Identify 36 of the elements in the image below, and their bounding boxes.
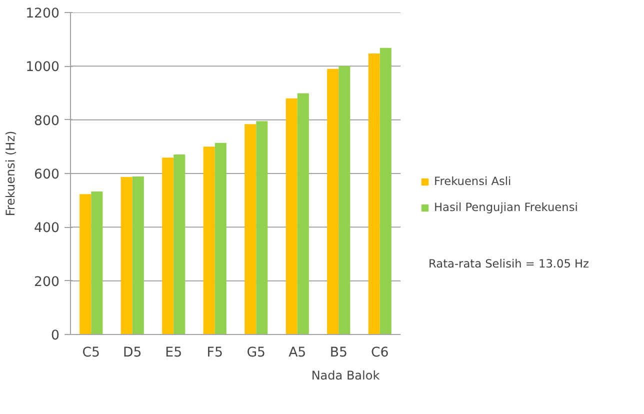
- legend-label: Frekuensi Asli: [434, 174, 512, 188]
- bar: [203, 146, 215, 334]
- bar: [286, 98, 298, 334]
- bar: [120, 176, 132, 334]
- bar: [91, 191, 103, 334]
- x-tick-label: F5: [206, 346, 223, 360]
- text: Rata-rata Selisih = 13.05 Hz: [428, 256, 590, 270]
- y-tick-label: 1000: [26, 60, 60, 76]
- x-tick-label: A5: [288, 346, 306, 360]
- x-axis-title: Nada Balok: [311, 368, 380, 382]
- y-tick-label: 0: [51, 328, 60, 344]
- bar: [214, 142, 226, 334]
- y-tick-label: 200: [34, 274, 60, 290]
- y-axis-title: Frekuensi (Hz): [4, 130, 18, 216]
- bar: [368, 54, 380, 334]
- y-tick-label: 400: [34, 221, 60, 236]
- bar: [338, 66, 350, 334]
- bar: [80, 194, 92, 334]
- bar: [132, 176, 144, 334]
- y-tick-label: 600: [34, 168, 60, 182]
- bar: [256, 121, 268, 334]
- bar: [297, 93, 309, 334]
- bar: [327, 68, 339, 334]
- x-tick-label: C6: [370, 346, 389, 360]
- legend-label: Hasil Pengujian Frekuensi: [434, 200, 578, 214]
- bar: [244, 124, 256, 334]
- x-tick-label: B5: [330, 346, 348, 360]
- bar: [174, 154, 186, 334]
- x-tick-label: E5: [165, 346, 182, 360]
- bar: [162, 158, 174, 334]
- y-tick-label: 1200: [26, 6, 60, 22]
- x-tick-label: C5: [82, 346, 100, 360]
- x-tick-label: G5: [246, 346, 266, 360]
- x-tick-label: D5: [123, 346, 142, 360]
- bar: [380, 48, 392, 334]
- y-tick-label: 800: [34, 114, 60, 129]
